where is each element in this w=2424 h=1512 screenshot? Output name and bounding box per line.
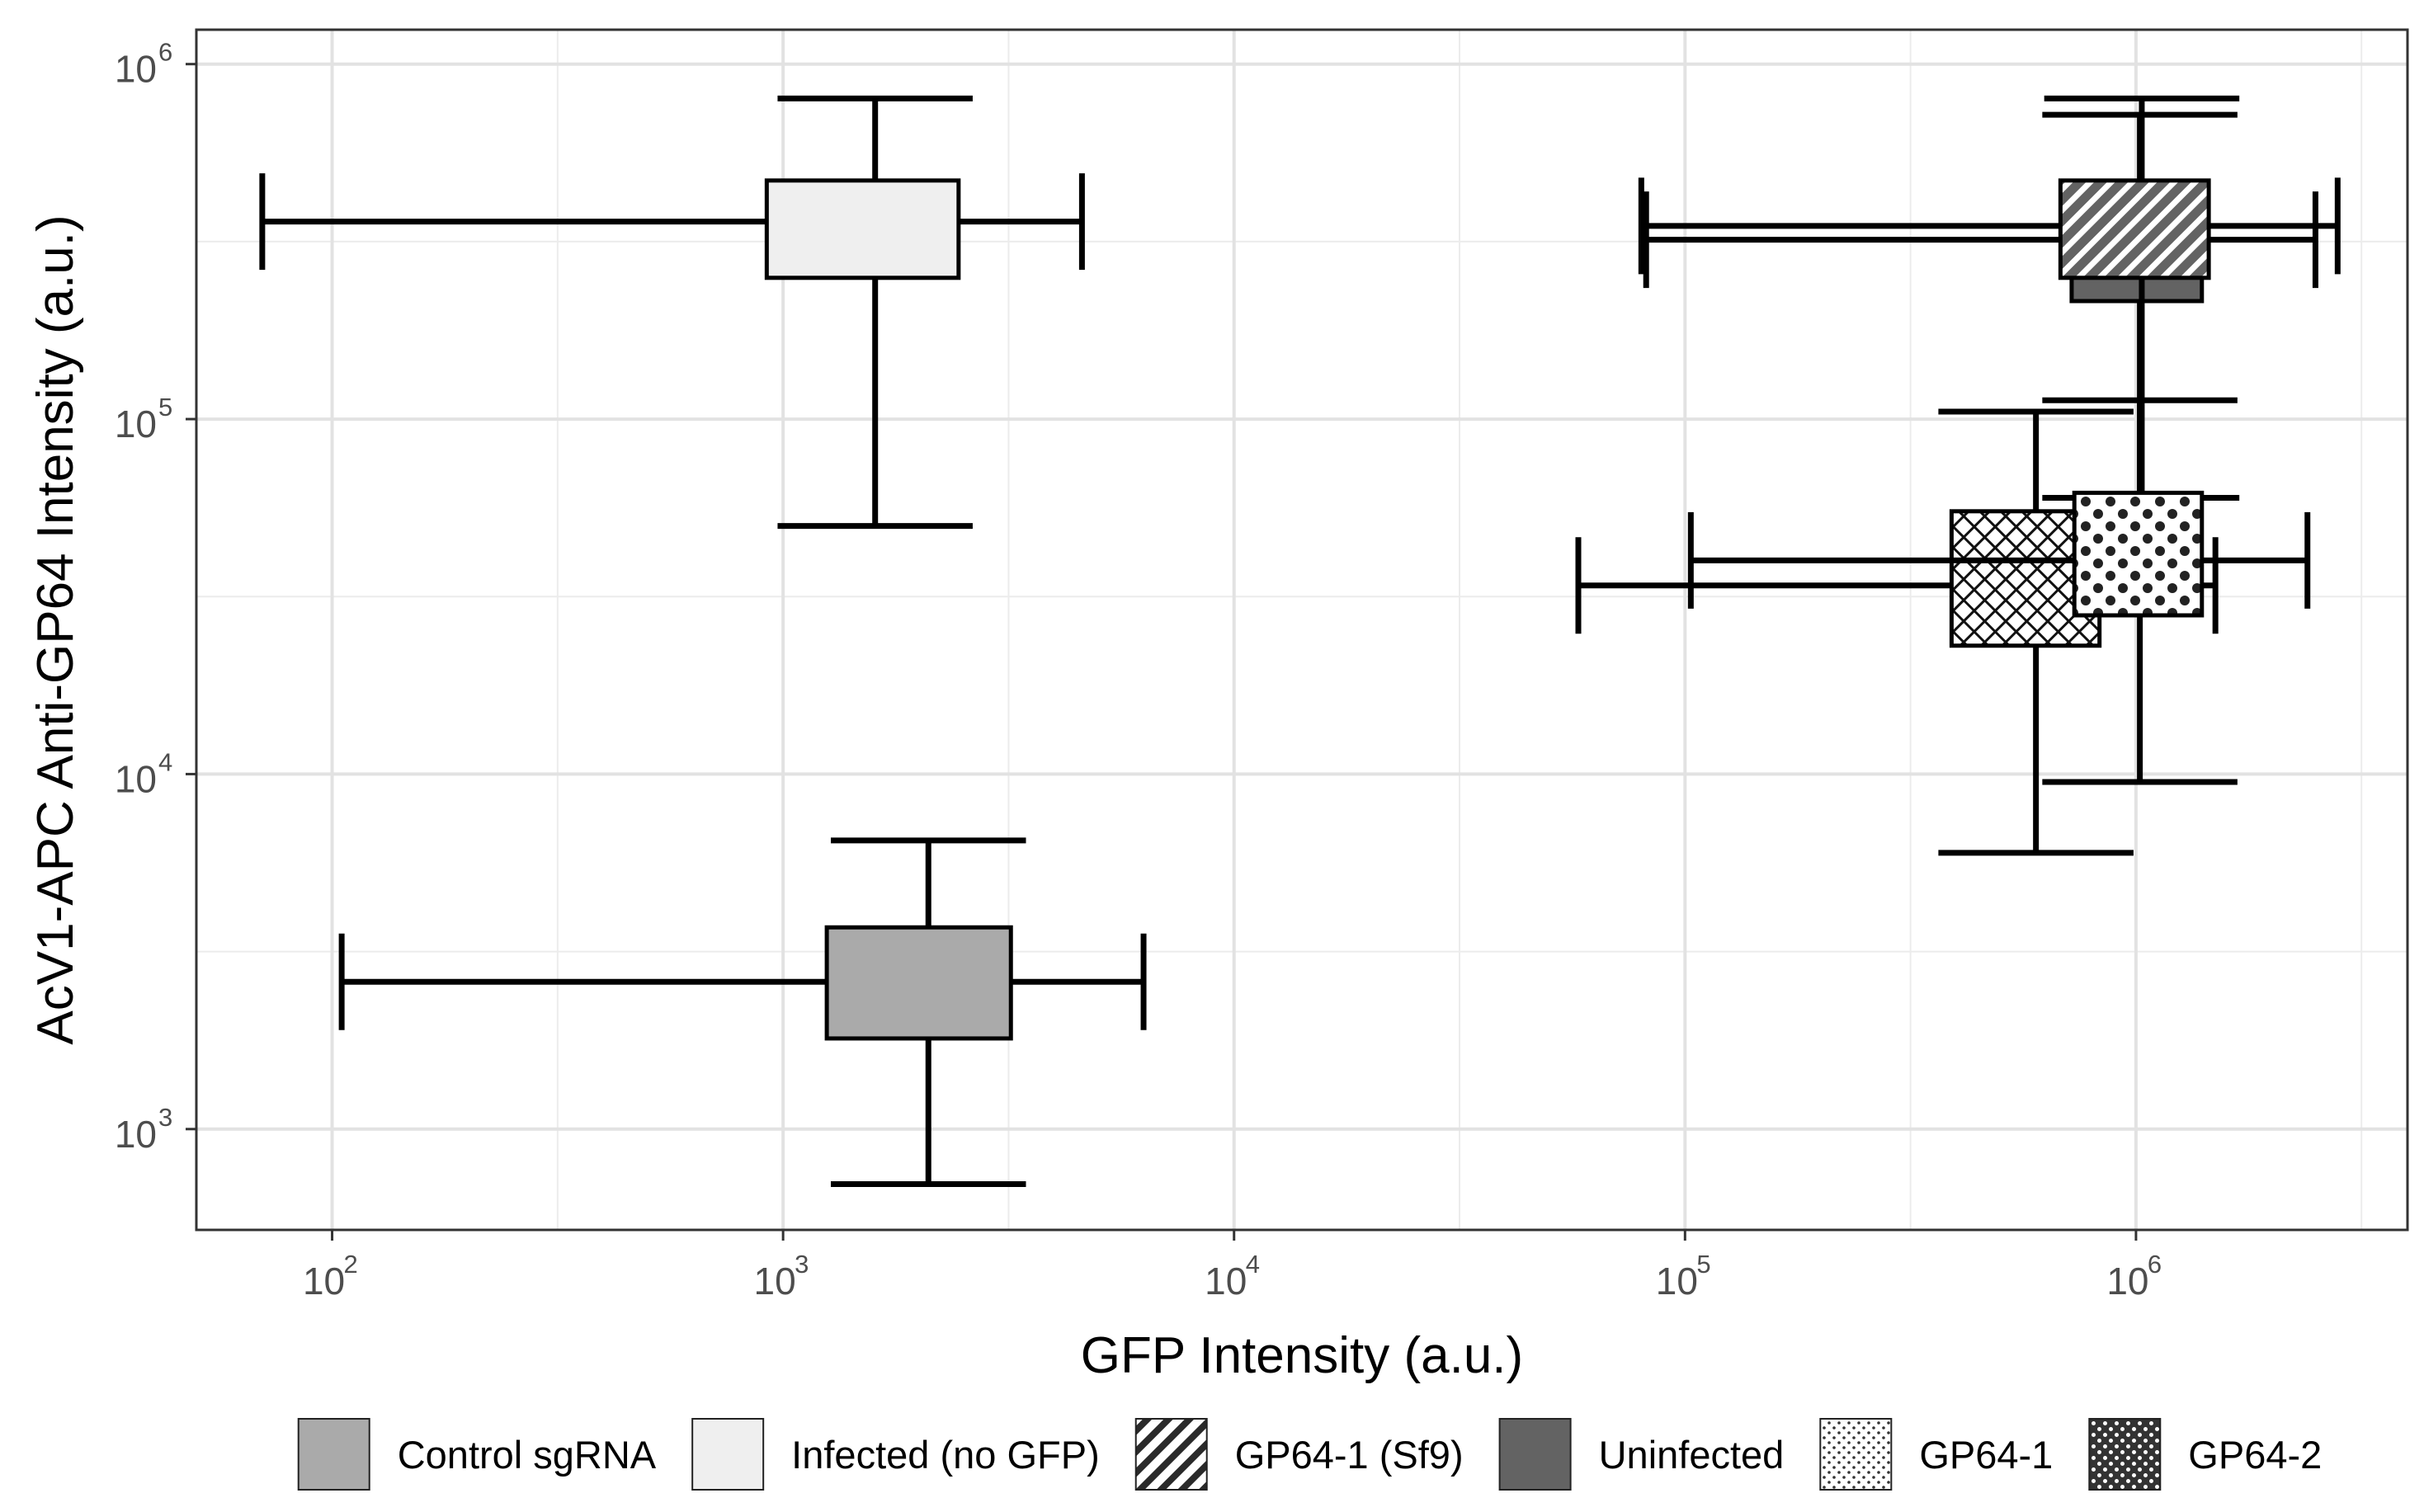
plot-marks xyxy=(259,95,2341,1187)
legend-key xyxy=(2088,1418,2162,1491)
x-tick-exponent: 6 xyxy=(2148,1250,2162,1279)
panel-border xyxy=(195,28,2409,1232)
series-uninfected xyxy=(1643,111,2318,502)
legend-key xyxy=(297,1418,370,1491)
legend-item-infected-no-gfp: Infected (no GFP) xyxy=(691,1418,1100,1491)
x-tick-exponent: 3 xyxy=(795,1250,809,1279)
iqr-box xyxy=(2072,490,2205,618)
legend-label: GP64-1 xyxy=(1919,1433,2053,1477)
y-tick-label: 10 xyxy=(115,757,157,800)
legend-label: Uninfected xyxy=(1599,1433,1785,1477)
series-gp64-2 xyxy=(1687,397,2311,785)
y-tick-exponent: 6 xyxy=(158,38,172,67)
x-tick-label: 10 xyxy=(754,1260,796,1302)
legend-key xyxy=(691,1418,765,1491)
y-tick-exponent: 4 xyxy=(158,747,172,776)
series-infected-no-gfp xyxy=(259,95,1085,530)
legend-item-gp64-1-sf9: GP64-1 (Sf9) xyxy=(1134,1418,1464,1491)
x-tick-label: 10 xyxy=(2106,1260,2148,1302)
y-tick-label: 10 xyxy=(115,1113,157,1156)
series-gp64-1 xyxy=(1575,408,2219,856)
x-tick-exponent: 4 xyxy=(1246,1250,1260,1279)
legend-label: Infected (no GFP) xyxy=(791,1433,1100,1477)
y-axis-title: AcV1-APC Anti-GP64 Intensity (a.u.) xyxy=(27,214,84,1044)
series-gp64-1-sf9 xyxy=(1638,95,2341,502)
x-tick-exponent: 5 xyxy=(1696,1250,1710,1279)
legend-item-control-sgrna: Control sgRNA xyxy=(297,1418,657,1491)
legend-key xyxy=(1134,1418,1208,1491)
x-tick-label: 10 xyxy=(1205,1260,1247,1302)
legend: Control sgRNA Infected (no GFP) GP64-1 (Sf… xyxy=(297,1418,2322,1491)
legend-item-gp64-2: GP64-2 xyxy=(2088,1418,2322,1491)
y-tick-exponent: 3 xyxy=(158,1103,172,1132)
legend-key xyxy=(1819,1418,1893,1491)
iqr-box xyxy=(824,925,1013,1041)
x-tick-label: 10 xyxy=(303,1260,345,1302)
series-control-sgrna xyxy=(338,837,1147,1187)
grid-major xyxy=(196,30,2407,1230)
x-tick-label: 10 xyxy=(1656,1260,1698,1302)
x-tick-exponent: 2 xyxy=(344,1250,358,1279)
x-axis-title: GFP Intensity (a.u.) xyxy=(1081,1327,1523,1384)
y-tick-exponent: 5 xyxy=(158,393,172,422)
y-tick-label: 10 xyxy=(115,48,157,91)
grid-minor xyxy=(196,30,2407,1230)
iqr-box xyxy=(764,178,961,280)
legend-key xyxy=(1498,1418,1572,1491)
iqr-box xyxy=(2058,178,2211,280)
legend-label: GP64-1 (Sf9) xyxy=(1235,1433,1464,1477)
y-tick-label: 10 xyxy=(115,403,157,445)
legend-item-uninfected: Uninfected xyxy=(1498,1418,1785,1491)
legend-label: Control sgRNA xyxy=(398,1433,657,1477)
legend-item-gp64-1: GP64-1 xyxy=(1819,1418,2053,1491)
legend-label: GP64-2 xyxy=(2188,1433,2322,1477)
